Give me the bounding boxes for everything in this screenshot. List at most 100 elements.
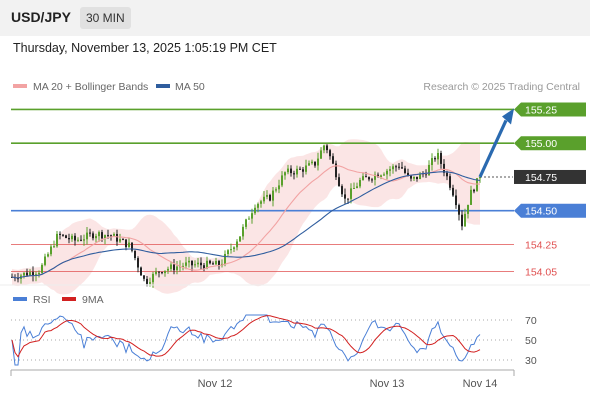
candle-body — [275, 189, 277, 191]
candle-body — [452, 187, 454, 196]
candle-body — [53, 246, 55, 248]
candle-body — [92, 233, 94, 239]
candle-body — [431, 158, 433, 165]
level-tag-green — [514, 136, 586, 151]
candle-body — [437, 153, 439, 160]
candle-body — [86, 232, 88, 240]
candle-body — [350, 188, 352, 199]
candle-body — [131, 242, 133, 251]
ma50-legend-swatch — [156, 84, 170, 88]
candle-body — [149, 282, 151, 284]
candle-body — [410, 175, 412, 179]
candle-body — [209, 260, 211, 264]
candle-body — [233, 247, 235, 250]
scenario-arrow — [478, 108, 514, 178]
candle-body — [248, 218, 250, 220]
candle-body — [38, 272, 40, 275]
x-tick-label: Nov 14 — [463, 378, 498, 390]
candle-body — [449, 176, 451, 188]
candle-body — [293, 173, 295, 175]
candle-body — [242, 226, 244, 237]
candle-body — [59, 233, 61, 235]
rsi-panel: 70 50 30 — [11, 314, 537, 367]
candle-body — [308, 163, 310, 166]
candle-body — [170, 264, 172, 269]
level-tag-blue — [514, 203, 586, 218]
rsi-ma-legend-label: 9MA — [82, 294, 104, 306]
top-bar: USD/JPY 30 MIN — [0, 0, 590, 36]
candle-body — [197, 262, 199, 265]
candle-body — [26, 272, 28, 276]
candle-body — [182, 265, 184, 267]
candle-body — [23, 272, 25, 276]
candle-body — [56, 233, 58, 247]
timeframe-badge[interactable]: 30 MIN — [80, 7, 131, 29]
candle-body — [332, 156, 334, 164]
candle-body — [263, 196, 265, 202]
candle-body — [119, 239, 121, 242]
candle-body — [446, 172, 448, 177]
candle-body — [164, 270, 166, 274]
candle-body — [329, 150, 331, 157]
candle-body — [107, 235, 109, 237]
candle-body — [362, 176, 364, 180]
candle-body — [326, 145, 328, 151]
candle-body — [71, 235, 73, 240]
ma20-legend-swatch — [13, 84, 27, 88]
candle-body — [122, 239, 124, 241]
level-label-blue: 154.50 — [525, 206, 557, 218]
candle-body — [215, 261, 217, 265]
candle-body — [89, 232, 91, 234]
copyright-text: Research © 2025 Trading Central — [423, 81, 580, 93]
ma20-legend-label: MA 20 + Bollinger Bands — [33, 81, 148, 93]
candle-body — [245, 219, 247, 227]
candle-body — [212, 263, 214, 265]
candle-body — [50, 246, 52, 255]
candle-body — [359, 180, 361, 187]
candle-body — [137, 258, 139, 268]
candle-body — [404, 168, 406, 173]
candle-body — [353, 188, 355, 189]
candle-body — [77, 239, 79, 241]
instrument-title: USD/JPY — [11, 9, 71, 25]
candle-body — [161, 272, 163, 274]
candle-body — [389, 169, 391, 171]
candle-body — [206, 260, 208, 269]
candle-body — [347, 198, 349, 200]
candle-body — [200, 262, 202, 266]
rsi-tick-label: 50 — [525, 335, 537, 347]
candle-body — [134, 250, 136, 258]
candle-body — [41, 264, 43, 273]
candle-body — [44, 256, 46, 265]
candle-body — [17, 278, 19, 280]
candle-body — [218, 261, 220, 266]
candle-body — [260, 201, 262, 204]
candle-body — [290, 168, 292, 174]
candle-body — [128, 242, 130, 247]
ma50-line — [11, 171, 481, 279]
candle-body — [458, 205, 460, 215]
candle-body — [227, 250, 229, 254]
scenario-arrow-shaft — [478, 119, 508, 178]
scenario-arrow-head — [502, 108, 514, 125]
candle-body — [83, 239, 85, 241]
candle-body — [344, 194, 346, 199]
candle-body — [125, 239, 127, 248]
candle-body — [401, 167, 403, 169]
candle-body — [338, 177, 340, 187]
price-legend: MA 20 + Bollinger Bands MA 50 Research ©… — [13, 81, 580, 93]
level-label-support: 154.05 — [525, 266, 557, 278]
rsi-line — [11, 314, 481, 366]
candle-body — [224, 254, 226, 264]
candle-body — [428, 165, 430, 176]
moving-averages — [11, 165, 481, 279]
candle-body — [116, 234, 118, 242]
candle-body — [443, 163, 445, 173]
candle-body — [104, 235, 106, 239]
candle-body — [341, 186, 343, 195]
candle-body — [470, 189, 472, 205]
x-tick-label: Nov 13 — [370, 378, 405, 390]
candle-body — [467, 204, 469, 214]
candle-body — [434, 158, 436, 160]
candle-body — [254, 207, 256, 214]
